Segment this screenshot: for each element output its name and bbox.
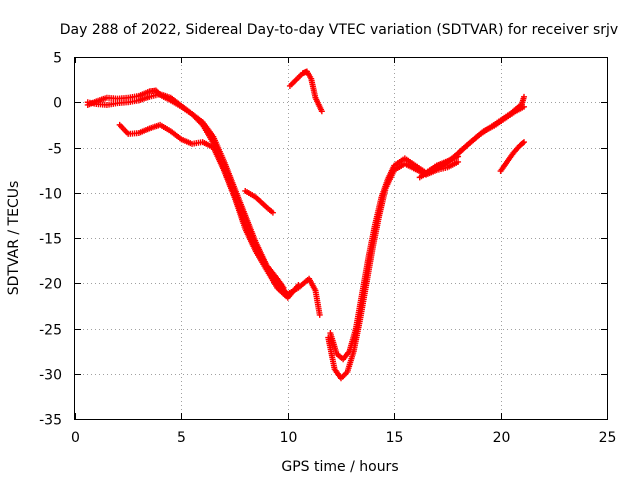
interpolated-marker <box>262 202 268 209</box>
y-tick-label: -35 <box>39 413 62 429</box>
interpolated-marker <box>384 177 391 184</box>
series-track-d <box>242 187 276 216</box>
interpolated-marker <box>318 106 325 113</box>
interpolated-marker <box>479 129 486 136</box>
y-tick-label: -5 <box>48 142 62 158</box>
interpolated-marker <box>144 126 151 133</box>
interpolated-marker <box>176 135 183 142</box>
interpolated-marker <box>520 95 527 102</box>
interpolated-marker <box>468 138 475 145</box>
interpolated-marker <box>436 164 443 171</box>
interpolated-marker <box>311 285 318 292</box>
interpolated-marker <box>502 160 509 167</box>
interpolated-marker <box>500 116 507 123</box>
series-track-j <box>497 139 528 175</box>
interpolated-marker <box>230 192 237 199</box>
interpolated-marker <box>252 246 259 253</box>
interpolated-marker <box>165 127 172 134</box>
interpolated-marker <box>144 94 151 101</box>
interpolated-marker <box>187 109 194 116</box>
x-axis-label: GPS time / hours <box>281 459 398 475</box>
interpolated-marker <box>262 264 269 271</box>
interpolated-marker <box>294 283 301 290</box>
y-axis-label: SDTVAR / TECUs <box>6 181 22 296</box>
interpolated-marker <box>133 130 140 137</box>
interpolated-marker <box>123 129 130 136</box>
data-marks <box>84 68 528 382</box>
series-track-h <box>423 93 528 176</box>
chart-title: Day 288 of 2022, Sidereal Day-to-day VTE… <box>60 22 618 38</box>
interpolated-marker <box>241 224 248 231</box>
interpolated-marker <box>291 78 298 85</box>
interpolated-marker <box>251 193 258 200</box>
x-tick-label: 15 <box>386 430 404 446</box>
interpolated-marker <box>331 364 338 371</box>
y-tick-label: -10 <box>39 187 62 203</box>
x-tick-label: 25 <box>599 430 617 446</box>
interpolated-marker <box>198 117 205 124</box>
interpolated-marker <box>519 139 526 146</box>
x-tick-label: 10 <box>280 430 298 446</box>
series-track-f <box>325 158 462 382</box>
interpolated-marker <box>377 196 384 203</box>
y-tick-label: 5 <box>53 51 62 67</box>
grid <box>75 57 607 419</box>
interpolated-marker <box>457 147 464 154</box>
plot-frame <box>74 57 608 420</box>
interpolated-marker <box>453 159 460 166</box>
interpolated-marker <box>358 291 365 298</box>
interpolated-marker <box>165 94 172 101</box>
interpolated-marker <box>220 165 227 172</box>
x-tick-label: 5 <box>177 430 186 446</box>
series-track-c <box>116 121 302 301</box>
interpolated-marker <box>144 89 151 96</box>
interpolated-marker <box>273 282 280 289</box>
interpolated-marker <box>365 255 372 262</box>
interpolated-marker <box>371 223 378 230</box>
interpolated-marker <box>410 161 417 168</box>
x-tick-labels: 0 5 10 15 20 25 <box>71 430 616 446</box>
interpolated-marker <box>316 309 323 316</box>
y-tick-label: -20 <box>39 277 62 293</box>
interpolated-marker <box>312 92 319 99</box>
interpolated-marker <box>519 104 526 111</box>
interpolated-marker <box>268 208 275 215</box>
interpolated-marker <box>518 140 525 147</box>
y-tick-label: 0 <box>53 96 62 112</box>
interpolated-marker <box>489 123 496 130</box>
y-tick-label: -25 <box>39 323 62 339</box>
series-track-e <box>286 68 325 115</box>
interpolated-marker <box>425 169 432 176</box>
interpolated-marker <box>307 73 314 80</box>
interpolated-marker <box>209 132 216 139</box>
interpolated-marker <box>342 370 349 377</box>
y-tick-label: -15 <box>39 232 62 248</box>
y-tick-label: -30 <box>39 368 62 384</box>
interpolated-marker <box>176 101 183 108</box>
interpolated-marker <box>333 348 340 355</box>
interpolated-marker <box>510 109 517 116</box>
interpolated-marker <box>345 349 352 356</box>
x-tick-label: 20 <box>493 430 511 446</box>
interpolated-marker <box>352 327 359 334</box>
y-tick-labels: 5 0 -5 -10 -15 -20 -25 -30 -35 <box>39 51 62 429</box>
x-tick-label: 0 <box>71 430 80 446</box>
series-track-a <box>84 87 287 291</box>
series-track-i <box>416 103 528 181</box>
interpolated-marker <box>446 157 453 164</box>
interpolated-marker <box>133 97 140 104</box>
